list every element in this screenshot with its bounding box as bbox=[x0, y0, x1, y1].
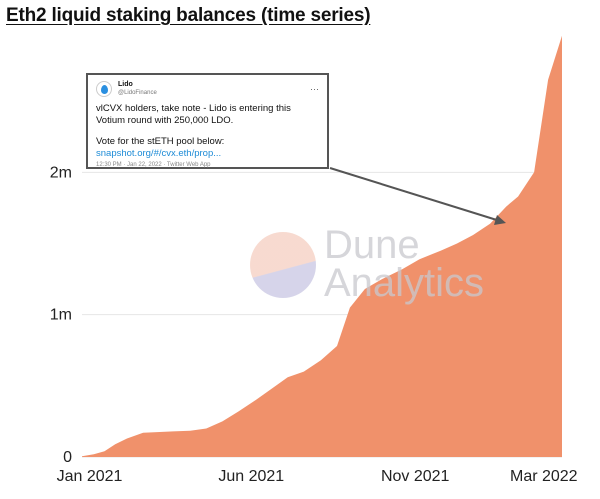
tweet-text-2: Vote for the stETH pool below: bbox=[96, 136, 225, 147]
area-layer bbox=[82, 35, 562, 457]
lido-avatar-icon bbox=[96, 81, 112, 97]
tweet-text-1: vlCVX holders, take note - Lido is enter… bbox=[96, 103, 291, 126]
watermark-line2: Analytics bbox=[324, 261, 485, 305]
y-tick-label: 1m bbox=[50, 307, 72, 324]
tweet-author-name: Lido bbox=[118, 81, 133, 88]
tweet-link: snapshot.org/#/cvx.eth/prop... bbox=[96, 147, 222, 159]
chart-title: Eth2 liquid staking balances (time serie… bbox=[6, 5, 371, 26]
axis-layer: 0 1m 2m Jan 2021 Jun 2021 Nov 2021 Mar 2022 bbox=[50, 164, 578, 485]
watermark-text: Dune Analytics bbox=[324, 223, 485, 305]
y-tick-label: 0 bbox=[63, 449, 72, 466]
watermark-line1: Dune bbox=[324, 223, 420, 267]
y-tick-label: 2m bbox=[50, 164, 72, 181]
annotation-arrowhead bbox=[494, 215, 506, 225]
x-tick-label: Jan 2021 bbox=[57, 468, 123, 485]
balance-area bbox=[82, 35, 562, 457]
dune-analytics-watermark: Dune Analytics bbox=[250, 223, 500, 308]
x-tick-label: Mar 2022 bbox=[510, 468, 578, 485]
x-tick-label: Jun 2021 bbox=[218, 468, 284, 485]
more-options-icon: ··· bbox=[310, 84, 319, 94]
tweet-annotation: Lido @LidoFinance ··· vlCVX holders, tak… bbox=[86, 73, 329, 169]
x-tick-label: Nov 2021 bbox=[381, 468, 450, 485]
annotation-arrow bbox=[329, 167, 501, 222]
tweet-meta: 12:30 PM · Jan 22, 2022 · Twitter Web Ap… bbox=[96, 162, 211, 168]
tweet-author-handle: @LidoFinance bbox=[118, 90, 157, 96]
tweet-header: Lido @LidoFinance ··· bbox=[96, 79, 319, 99]
dune-logo-icon bbox=[250, 232, 316, 298]
